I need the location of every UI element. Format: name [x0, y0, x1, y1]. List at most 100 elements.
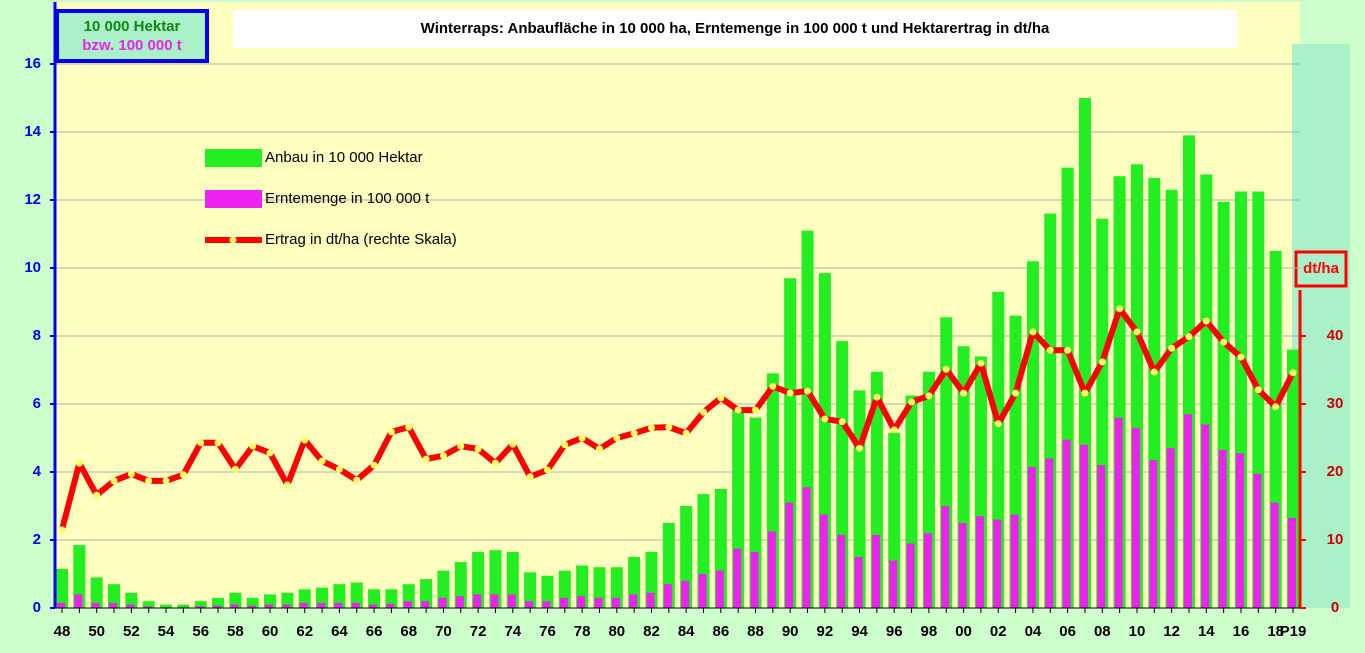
line-marker [110, 477, 118, 485]
x-tick-label: 92 [817, 623, 834, 640]
bar [611, 597, 620, 608]
bar [524, 572, 537, 608]
bar [733, 548, 742, 608]
y2-tick-label: 0 [1331, 599, 1339, 616]
line-marker [162, 477, 170, 485]
bar [1218, 449, 1227, 608]
bar [333, 584, 346, 608]
line-marker [301, 436, 309, 444]
bar [1235, 453, 1244, 608]
bar [109, 602, 118, 608]
bar [1045, 458, 1054, 608]
x-tick-label: 00 [955, 623, 972, 640]
line-marker [682, 429, 690, 437]
line-marker [873, 393, 881, 401]
x-tick-label: P19 [1280, 623, 1307, 640]
bar [698, 574, 707, 608]
bar [213, 605, 222, 608]
legend-swatch [205, 190, 262, 208]
legend-marker [229, 236, 237, 244]
line-marker [752, 406, 760, 414]
bar [126, 604, 135, 608]
line-marker [977, 359, 985, 367]
x-tick-label: 94 [851, 623, 868, 640]
bar [889, 560, 898, 608]
bar [785, 502, 794, 608]
line-marker [1133, 328, 1141, 336]
line-marker [1081, 389, 1089, 397]
bar [1253, 473, 1262, 608]
legend-label: Anbau in 10 000 Hektar [265, 149, 423, 166]
x-tick-label: 56 [192, 623, 209, 640]
bar [594, 597, 603, 608]
x-tick-label: 62 [296, 623, 313, 640]
bar [1270, 502, 1279, 608]
x-tick-label: 12 [1163, 623, 1180, 640]
line-marker [942, 365, 950, 373]
x-tick-label: 96 [886, 623, 903, 640]
line-marker [1064, 346, 1072, 354]
line-marker [1098, 358, 1106, 366]
x-tick-label: 08 [1094, 623, 1111, 640]
line-marker [1150, 368, 1158, 376]
line-marker [786, 389, 794, 397]
bar [715, 570, 724, 608]
y-tick-label: 8 [33, 327, 41, 344]
bar [541, 575, 554, 608]
y-tick-label: 16 [24, 55, 41, 72]
unit-label: bzw. 100 000 t [82, 37, 182, 54]
bar [941, 506, 950, 608]
bar [490, 594, 499, 608]
y-tick-label: 14 [24, 123, 41, 140]
line-marker [197, 439, 205, 447]
bar [438, 597, 447, 608]
bar [247, 605, 256, 608]
x-tick-label: 78 [574, 623, 591, 640]
bar [750, 551, 759, 608]
plot-area [55, 2, 1300, 608]
bar [577, 596, 586, 608]
bar [854, 557, 863, 608]
line-marker [647, 424, 655, 432]
bar [142, 601, 155, 608]
bar [819, 514, 828, 608]
bar [177, 604, 190, 608]
line-marker [509, 440, 517, 448]
bar [91, 602, 100, 608]
y-tick-label: 0 [33, 599, 41, 616]
line-marker [335, 465, 343, 473]
line-marker [249, 442, 257, 450]
bar [57, 602, 65, 608]
x-tick-label: 82 [643, 623, 660, 640]
bar [229, 592, 242, 608]
x-tick-label: 74 [504, 623, 521, 640]
bar [282, 604, 291, 608]
line-marker [1185, 333, 1193, 341]
bar [1166, 448, 1175, 608]
y2-tick-label: 20 [1327, 463, 1344, 480]
x-tick-label: 80 [608, 623, 625, 640]
x-tick-label: 16 [1233, 623, 1250, 640]
bar [317, 602, 326, 608]
line-marker [1272, 403, 1280, 411]
bar [525, 601, 534, 608]
line-marker [994, 420, 1002, 428]
bar [281, 592, 294, 608]
unit-label: 10 000 Hektar [84, 18, 181, 35]
x-tick-label: 54 [158, 623, 175, 640]
bar [993, 519, 1002, 608]
bar [420, 579, 433, 608]
bar [1149, 460, 1158, 608]
line-marker [700, 408, 708, 416]
x-tick-label: 70 [435, 623, 452, 640]
line-marker [1220, 338, 1228, 346]
x-tick-label: 48 [54, 623, 71, 640]
line-marker [439, 452, 447, 460]
line-marker [630, 429, 638, 437]
y-tick-label: 12 [24, 191, 41, 208]
bar [837, 534, 846, 608]
bar [246, 597, 259, 608]
y-tick-label: 6 [33, 395, 41, 412]
bar [90, 577, 103, 608]
